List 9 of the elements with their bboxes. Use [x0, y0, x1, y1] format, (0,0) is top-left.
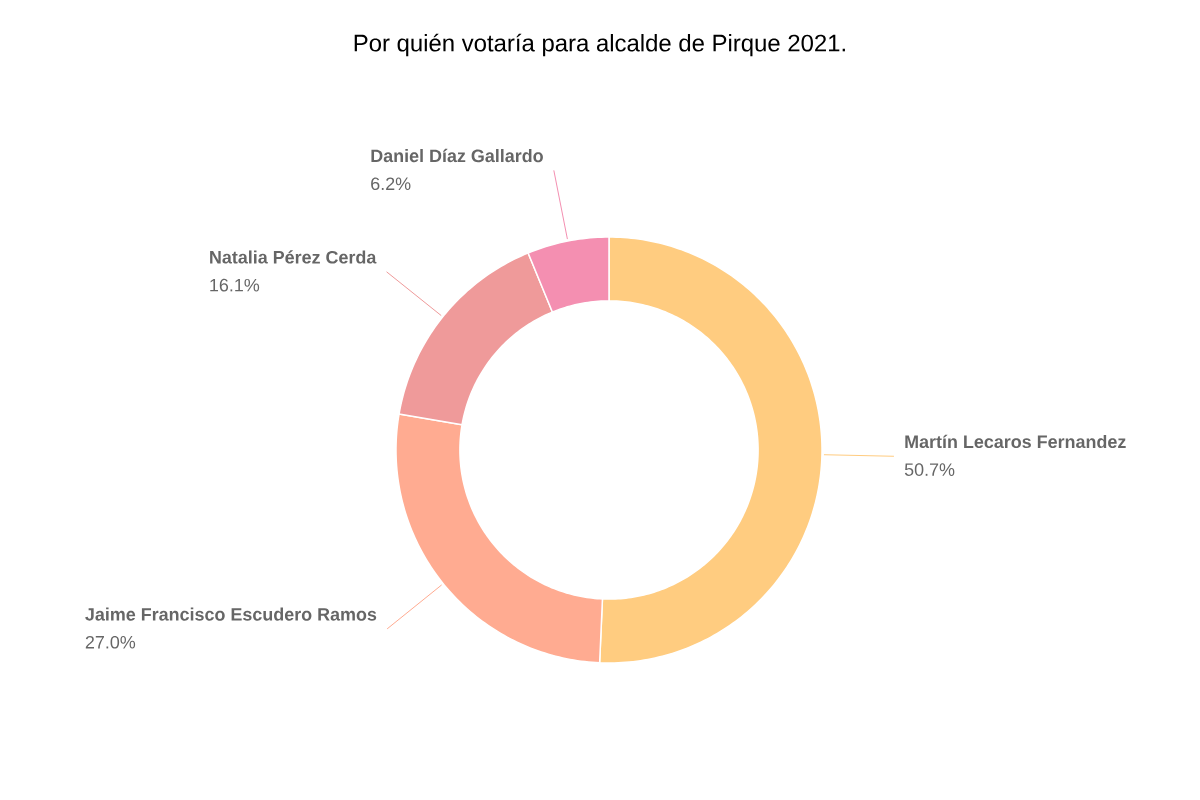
chart-title: Por quién votaría para alcalde de Pirque 2021.	[354, 33, 845, 57]
slice-label: Martín Lecaros Fernandez	[905, 434, 1126, 449]
data-label: 16.1%	[210, 278, 260, 292]
data-label: 6.2%	[371, 177, 411, 191]
slice-label: Jaime Francisco Escudero Ramos	[85, 607, 377, 621]
slice-label: Natalia Pérez Cerda	[210, 250, 377, 264]
data-label: 27.0%	[85, 635, 136, 649]
slice-label: Daniel Díaz Gallardo	[371, 148, 543, 163]
data-label: 50.7%	[904, 463, 955, 476]
